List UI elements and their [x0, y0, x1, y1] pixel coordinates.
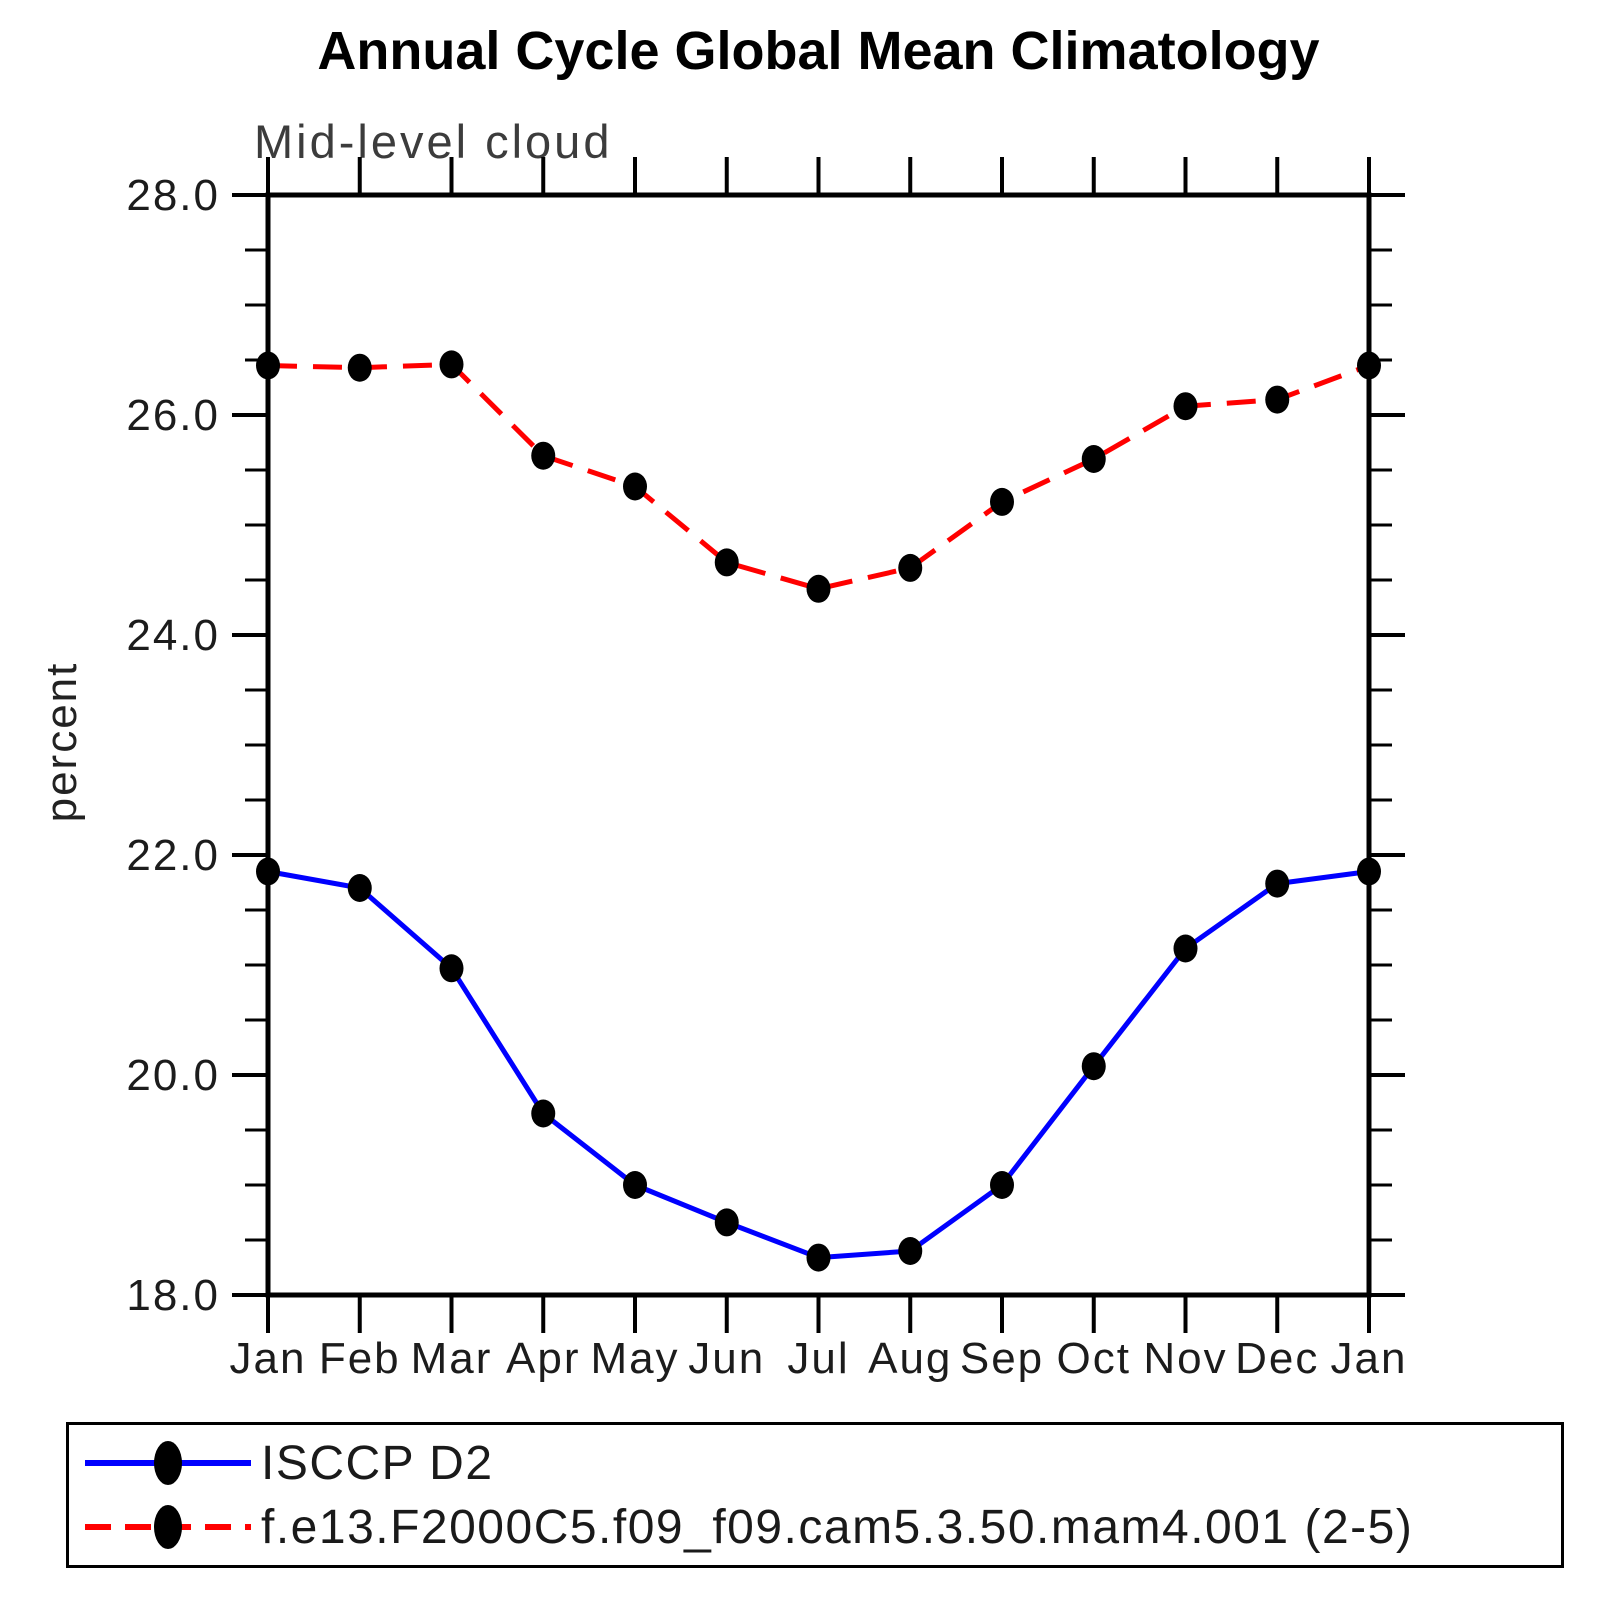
- x-axis-tick-label: Aug: [868, 1334, 952, 1383]
- chart-subtitle: Mid-level cloud: [254, 115, 613, 168]
- series-1-marker: [806, 574, 831, 603]
- legend-sample-dashed-line: [85, 1505, 251, 1549]
- series-1-marker: [990, 487, 1014, 516]
- series-0-marker: [1357, 857, 1381, 886]
- series-0-marker: [1265, 869, 1290, 898]
- series-1-marker: [256, 351, 280, 380]
- x-axis-tick-label: Feb: [319, 1334, 401, 1383]
- series-0-marker: [806, 1243, 831, 1272]
- legend-label-model-run: f.e13.F2000C5.f09_f09.cam5.3.50.mam4.001…: [261, 1500, 1414, 1554]
- series-1-marker: [623, 472, 647, 501]
- x-axis-tick-label: Jul: [787, 1334, 849, 1383]
- axes-frame: [265, 192, 1372, 1298]
- series-1-marker: [347, 353, 372, 382]
- x-axis-tick-label: Apr: [506, 1334, 580, 1383]
- x-axis-tick-label: Nov: [1143, 1334, 1227, 1383]
- series-1-marker: [1081, 445, 1106, 473]
- y-axis-tick-label: 18.0: [126, 1271, 220, 1320]
- x-axis-tick-label: Jan: [230, 1334, 307, 1383]
- y-axis-tick-label: 26.0: [126, 391, 220, 440]
- series-1-marker: [898, 553, 923, 582]
- series-0-marker: [347, 874, 372, 902]
- series-0-marker: [439, 954, 464, 983]
- legend: ISCCP D2 f.e13.F2000C5.f09_f09.cam5.3.50…: [66, 1422, 1564, 1568]
- series-0-marker: [256, 857, 280, 886]
- series-1-marker: [1357, 351, 1381, 380]
- chart-title: Annual Cycle Global Mean Climatology: [317, 21, 1320, 81]
- x-axis-tick-label: Sep: [960, 1334, 1044, 1383]
- y-axis-tick-label: 20.0: [126, 1051, 220, 1100]
- series-1-marker: [714, 548, 739, 577]
- legend-label-isccp-d2: ISCCP D2: [261, 1436, 494, 1490]
- x-axis-tick-label: Mar: [411, 1334, 493, 1383]
- series-1-marker: [531, 441, 556, 470]
- series-line-1: [267, 361, 1370, 592]
- legend-sample-solid-line: [85, 1441, 251, 1485]
- y-axis-tick-label: 22.0: [126, 831, 220, 880]
- series-0-marker: [990, 1171, 1014, 1199]
- legend-item-isccp-d2: ISCCP D2: [69, 1431, 1561, 1495]
- series-0-marker: [714, 1208, 739, 1237]
- y-axis-tick-label: 28.0: [126, 171, 220, 220]
- x-axis-tick-label: Oct: [1057, 1334, 1131, 1383]
- series-1-marker: [1173, 392, 1198, 421]
- legend-item-model-run: f.e13.F2000C5.f09_f09.cam5.3.50.mam4.001…: [69, 1495, 1561, 1559]
- series-0-marker: [898, 1237, 923, 1265]
- y-axis-tick-label: 24.0: [126, 611, 220, 660]
- series-1-marker: [439, 350, 464, 379]
- x-axis-tick-label: Jun: [688, 1334, 765, 1383]
- series-0-marker: [623, 1171, 647, 1199]
- series-line-0: [267, 869, 1370, 1261]
- series-0-marker: [1173, 934, 1198, 963]
- x-axis-tick-label: Dec: [1235, 1334, 1319, 1383]
- series-1-marker: [1265, 385, 1290, 414]
- series-0-marker: [531, 1099, 556, 1128]
- series-0-marker: [1081, 1052, 1106, 1081]
- x-axis-tick-label: Jan: [1331, 1334, 1408, 1383]
- x-axis-tick-label: May: [590, 1334, 679, 1383]
